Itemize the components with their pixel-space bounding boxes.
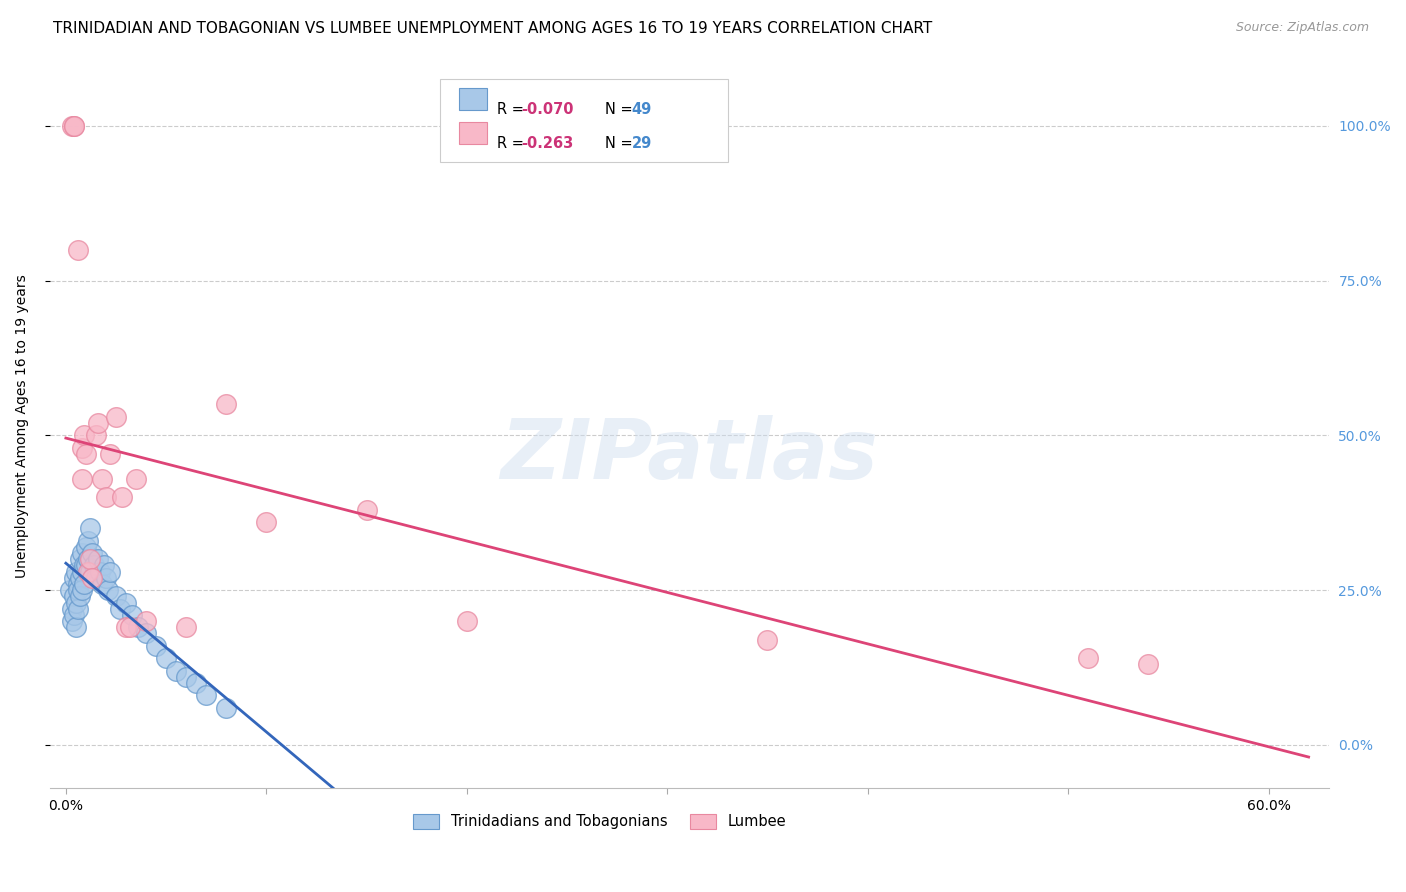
Text: ZIPatlas: ZIPatlas bbox=[501, 415, 879, 496]
Point bbox=[98, 565, 121, 579]
Point bbox=[215, 397, 238, 411]
Point bbox=[94, 571, 117, 585]
Point bbox=[108, 601, 131, 615]
Text: TRINIDADIAN AND TOBAGONIAN VS LUMBEE UNEMPLOYMENT AMONG AGES 16 TO 19 YEARS CORR: TRINIDADIAN AND TOBAGONIAN VS LUMBEE UNE… bbox=[53, 21, 932, 36]
Point bbox=[73, 577, 96, 591]
Point bbox=[98, 447, 121, 461]
Point bbox=[215, 700, 238, 714]
Point bbox=[60, 614, 83, 628]
Point bbox=[66, 601, 89, 615]
Point bbox=[91, 577, 114, 591]
Point bbox=[756, 632, 779, 647]
Point bbox=[80, 546, 103, 560]
Text: R =: R = bbox=[498, 103, 529, 117]
Point bbox=[63, 119, 86, 133]
Point bbox=[91, 472, 114, 486]
Point bbox=[79, 565, 101, 579]
Text: Source: ZipAtlas.com: Source: ZipAtlas.com bbox=[1236, 21, 1369, 34]
Point bbox=[195, 689, 218, 703]
Point bbox=[66, 583, 89, 598]
Legend: Trinidadians and Tobagonians, Lumbee: Trinidadians and Tobagonians, Lumbee bbox=[408, 808, 792, 835]
Point bbox=[75, 540, 97, 554]
Point bbox=[186, 676, 208, 690]
Point bbox=[63, 590, 86, 604]
Point bbox=[70, 565, 93, 579]
Text: 29: 29 bbox=[631, 136, 652, 152]
Point bbox=[89, 565, 111, 579]
Point bbox=[60, 119, 83, 133]
Point bbox=[59, 583, 82, 598]
Text: R =: R = bbox=[498, 136, 529, 152]
Point bbox=[97, 583, 120, 598]
Point bbox=[145, 639, 167, 653]
Point bbox=[115, 595, 138, 609]
Point bbox=[65, 565, 87, 579]
Point bbox=[135, 614, 157, 628]
Point bbox=[135, 626, 157, 640]
Point bbox=[1137, 657, 1160, 672]
Text: -0.263: -0.263 bbox=[522, 136, 574, 152]
Text: 49: 49 bbox=[631, 103, 652, 117]
Point bbox=[69, 571, 91, 585]
Point bbox=[93, 558, 115, 573]
Text: -0.070: -0.070 bbox=[522, 103, 574, 117]
Point bbox=[356, 502, 378, 516]
Point bbox=[65, 620, 87, 634]
Point bbox=[155, 651, 177, 665]
Bar bbox=[458, 88, 488, 110]
Point bbox=[73, 428, 96, 442]
Point bbox=[70, 472, 93, 486]
Point bbox=[115, 620, 138, 634]
Point bbox=[127, 620, 149, 634]
Point bbox=[77, 533, 100, 548]
Point bbox=[125, 472, 148, 486]
Text: N =: N = bbox=[605, 136, 637, 152]
Point bbox=[75, 447, 97, 461]
Point bbox=[63, 571, 86, 585]
Point bbox=[63, 119, 86, 133]
Point bbox=[80, 571, 103, 585]
Point bbox=[1077, 651, 1099, 665]
Point bbox=[65, 595, 87, 609]
Point bbox=[66, 577, 89, 591]
Point bbox=[456, 614, 478, 628]
Bar bbox=[458, 122, 488, 144]
Point bbox=[165, 664, 187, 678]
Point bbox=[104, 590, 127, 604]
Point bbox=[174, 620, 197, 634]
FancyBboxPatch shape bbox=[440, 78, 728, 161]
Point bbox=[94, 491, 117, 505]
Point bbox=[84, 571, 107, 585]
Point bbox=[79, 552, 101, 566]
Point bbox=[73, 558, 96, 573]
Point bbox=[83, 558, 105, 573]
Point bbox=[254, 515, 277, 529]
Point bbox=[69, 552, 91, 566]
Point bbox=[77, 552, 100, 566]
Point bbox=[87, 416, 110, 430]
Point bbox=[70, 583, 93, 598]
Point bbox=[87, 552, 110, 566]
Y-axis label: Unemployment Among Ages 16 to 19 years: Unemployment Among Ages 16 to 19 years bbox=[15, 274, 30, 578]
Point bbox=[70, 441, 93, 455]
Point bbox=[118, 620, 141, 634]
Point bbox=[63, 607, 86, 622]
Point bbox=[79, 521, 101, 535]
Text: N =: N = bbox=[605, 103, 637, 117]
Point bbox=[69, 590, 91, 604]
Point bbox=[111, 491, 134, 505]
Point bbox=[60, 601, 83, 615]
Point bbox=[77, 565, 100, 579]
Point bbox=[66, 243, 89, 257]
Point bbox=[121, 607, 143, 622]
Point bbox=[70, 546, 93, 560]
Point bbox=[174, 670, 197, 684]
Point bbox=[75, 558, 97, 573]
Point bbox=[104, 409, 127, 424]
Point bbox=[84, 428, 107, 442]
